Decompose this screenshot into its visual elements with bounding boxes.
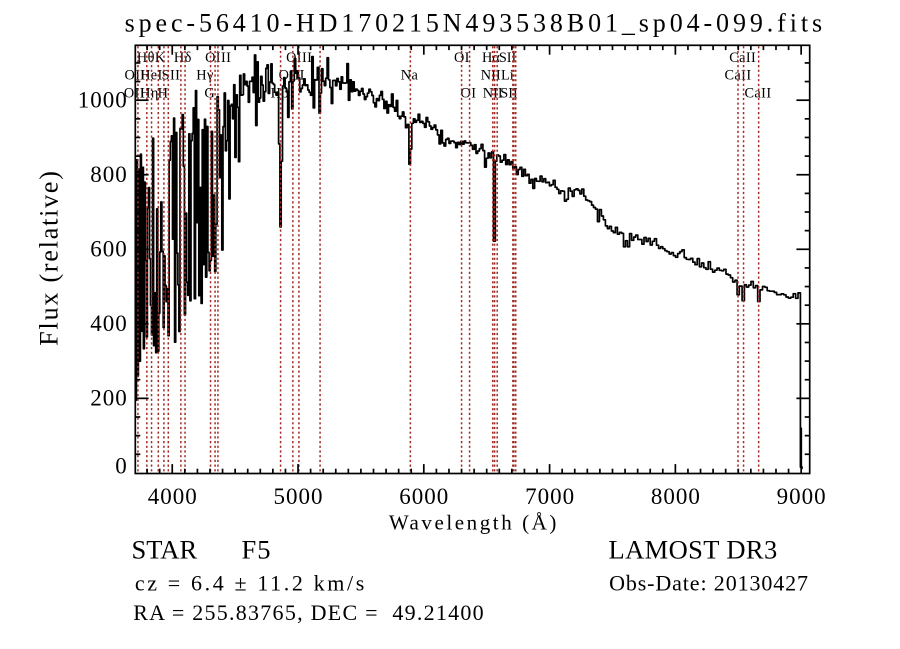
svg-text:Hδ: Hδ — [174, 50, 192, 66]
svg-text:Obs-Date: 20130427: Obs-Date: 20130427 — [609, 570, 809, 595]
svg-text:CaII: CaII — [729, 50, 756, 66]
svg-text:0: 0 — [115, 454, 128, 479]
svg-text:SII: SII — [162, 67, 181, 83]
svg-text:F5: F5 — [242, 534, 272, 564]
svg-text:STAR: STAR — [132, 534, 198, 564]
svg-text:Hγ: Hγ — [196, 67, 213, 83]
svg-text:cz = 6.4 ± 11.2 km/s: cz = 6.4 ± 11.2 km/s — [135, 571, 367, 596]
svg-text:Hθ: Hθ — [137, 50, 155, 66]
svg-text:200: 200 — [90, 386, 128, 411]
svg-text:8000: 8000 — [651, 484, 701, 509]
svg-text:800: 800 — [90, 162, 128, 187]
svg-text:1000: 1000 — [78, 87, 128, 112]
svg-text:Li: Li — [501, 67, 514, 83]
svg-text:6000: 6000 — [399, 484, 449, 509]
svg-text:spec-56410-HD170215N493538B01_: spec-56410-HD170215N493538B01_sp04-099.f… — [125, 9, 826, 38]
svg-text:Wavelength (Å): Wavelength (Å) — [389, 510, 559, 534]
svg-text:Hα: Hα — [482, 50, 500, 66]
svg-text:H: H — [158, 85, 169, 101]
svg-text:NII: NII — [481, 67, 501, 83]
svg-text:400: 400 — [90, 311, 128, 336]
svg-text:LAMOST DR3: LAMOST DR3 — [609, 534, 778, 564]
svg-text:OII: OII — [124, 85, 145, 101]
svg-text:OI: OI — [461, 85, 477, 101]
svg-text:CaII: CaII — [744, 85, 771, 101]
svg-text:Flux (relative): Flux (relative) — [35, 169, 64, 345]
svg-text:Na: Na — [401, 67, 419, 83]
svg-text:RA = 255.83765, DEC = 49.2140: RA = 255.83765, DEC = 49.21400 — [133, 600, 485, 625]
svg-text:4000: 4000 — [148, 484, 198, 509]
svg-text:7000: 7000 — [525, 484, 575, 509]
svg-text:K: K — [155, 50, 166, 66]
svg-text:9000: 9000 — [777, 484, 827, 509]
svg-text:5000: 5000 — [274, 484, 324, 509]
svg-text:G: G — [204, 85, 215, 101]
svg-text:Hη: Hη — [140, 85, 159, 101]
svg-text:600: 600 — [90, 236, 128, 261]
